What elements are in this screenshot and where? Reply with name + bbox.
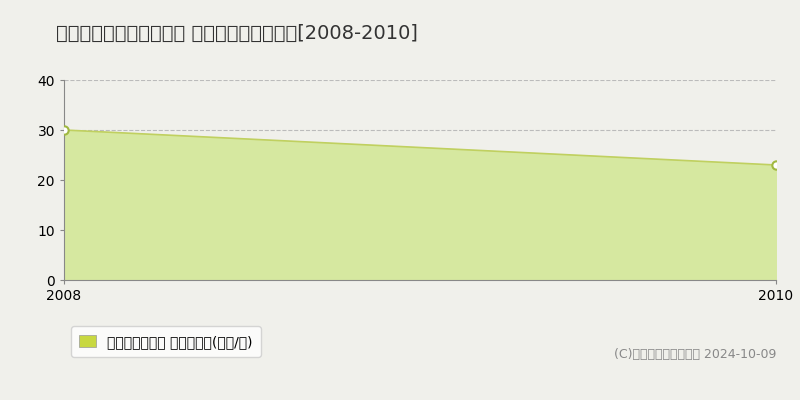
Legend: マンション価格 平均坪単価(万円/坪): マンション価格 平均坪単価(万円/坪) bbox=[71, 326, 261, 357]
Text: (C)土地価格ドットコム 2024-10-09: (C)土地価格ドットコム 2024-10-09 bbox=[614, 348, 776, 361]
Text: 北九州市小倉北区寿山町 マンション価格推移[2008-2010]: 北九州市小倉北区寿山町 マンション価格推移[2008-2010] bbox=[56, 24, 418, 43]
